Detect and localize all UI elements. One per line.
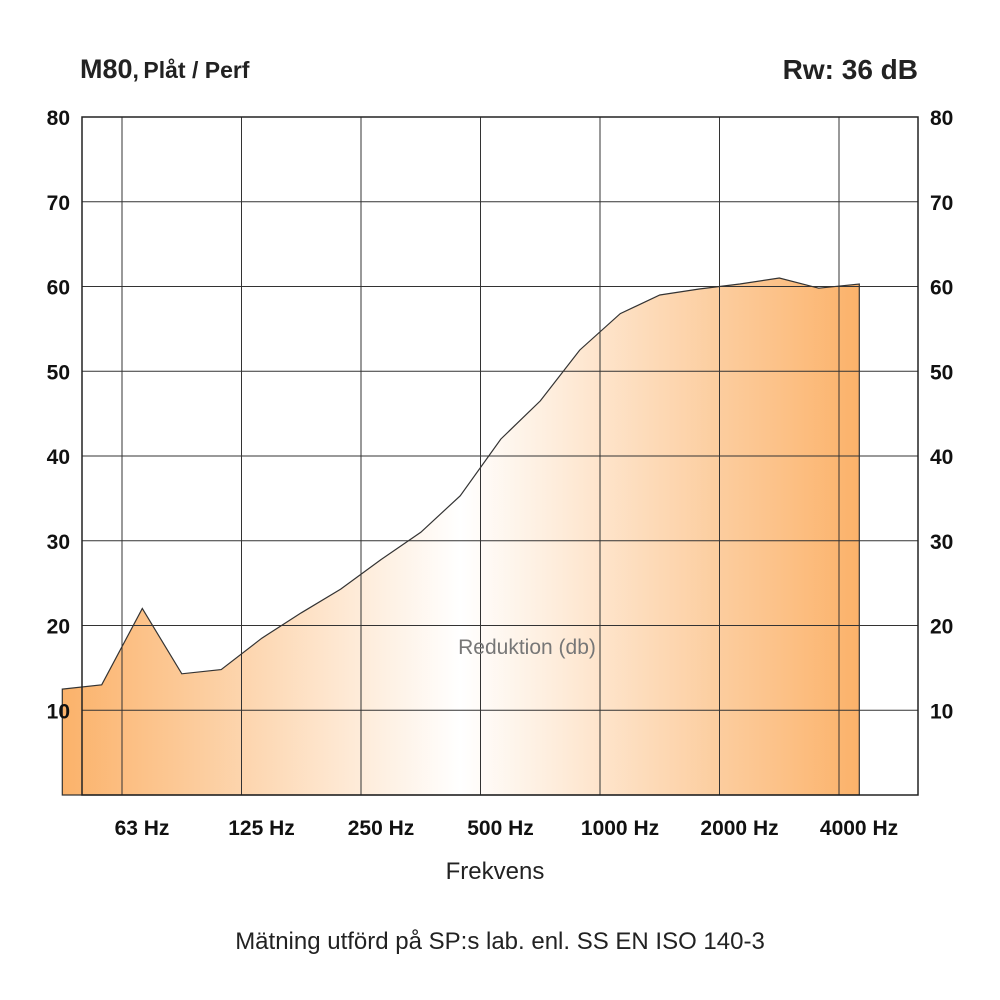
model-name: M80 xyxy=(80,54,133,84)
y-tick-label-left: 10 xyxy=(47,700,70,723)
x-tick-label: 4000 Hz xyxy=(820,817,898,840)
reduction-line xyxy=(61,277,860,796)
x-tick-label: 250 Hz xyxy=(348,817,415,840)
y-tick-label-left: 50 xyxy=(47,361,70,384)
x-tick-label: 125 Hz xyxy=(228,817,295,840)
y-tick-label-right: 10 xyxy=(930,700,953,723)
x-tick-label: 2000 Hz xyxy=(700,817,778,840)
y-tick-label-left: 60 xyxy=(47,277,70,300)
y-tick-label-left: 20 xyxy=(47,616,70,639)
y-tick-label-left: 40 xyxy=(47,446,70,469)
y-tick-label-left: 80 xyxy=(47,107,70,130)
reduction-area xyxy=(62,278,860,795)
y-tick-label-right: 40 xyxy=(930,446,953,469)
x-tick-label: 500 Hz xyxy=(467,817,534,840)
grid-lines xyxy=(82,116,918,795)
y-tick-label-right: 30 xyxy=(930,531,953,554)
area-annotation: Reduktion (db) xyxy=(458,636,596,659)
rating-label: Rw: 36 dB xyxy=(782,54,918,85)
x-tick-label: 1000 Hz xyxy=(581,817,659,840)
x-tick-label: 63 Hz xyxy=(115,817,170,840)
model-variant: Plåt / Perf xyxy=(143,57,250,83)
y-tick-label-right: 50 xyxy=(930,361,953,384)
y-tick-label-right: 20 xyxy=(930,616,953,639)
measurement-note: Mätning utförd på SP:s lab. enl. SS EN I… xyxy=(235,928,765,955)
y-tick-label-right: 60 xyxy=(930,277,953,300)
title-separator: , xyxy=(132,57,139,83)
chart-title: M80, Plåt / Perf xyxy=(80,54,249,85)
y-tick-label-left: 70 xyxy=(47,192,70,215)
y-tick-label-left: 30 xyxy=(47,531,70,554)
y-axis-right: 10 20 30 40 50 60 70 80 xyxy=(930,107,953,723)
plot-frame xyxy=(81,116,919,796)
y-tick-label-right: 70 xyxy=(930,192,953,215)
x-axis-title: Frekvens xyxy=(445,858,545,885)
y-axis-left: 10 20 30 40 50 60 70 80 xyxy=(47,107,70,723)
x-axis: 63 Hz 125 Hz 250 Hz 500 Hz 1000 Hz 2000 Hz 400… xyxy=(115,817,899,840)
y-tick-label-right: 80 xyxy=(930,107,953,130)
